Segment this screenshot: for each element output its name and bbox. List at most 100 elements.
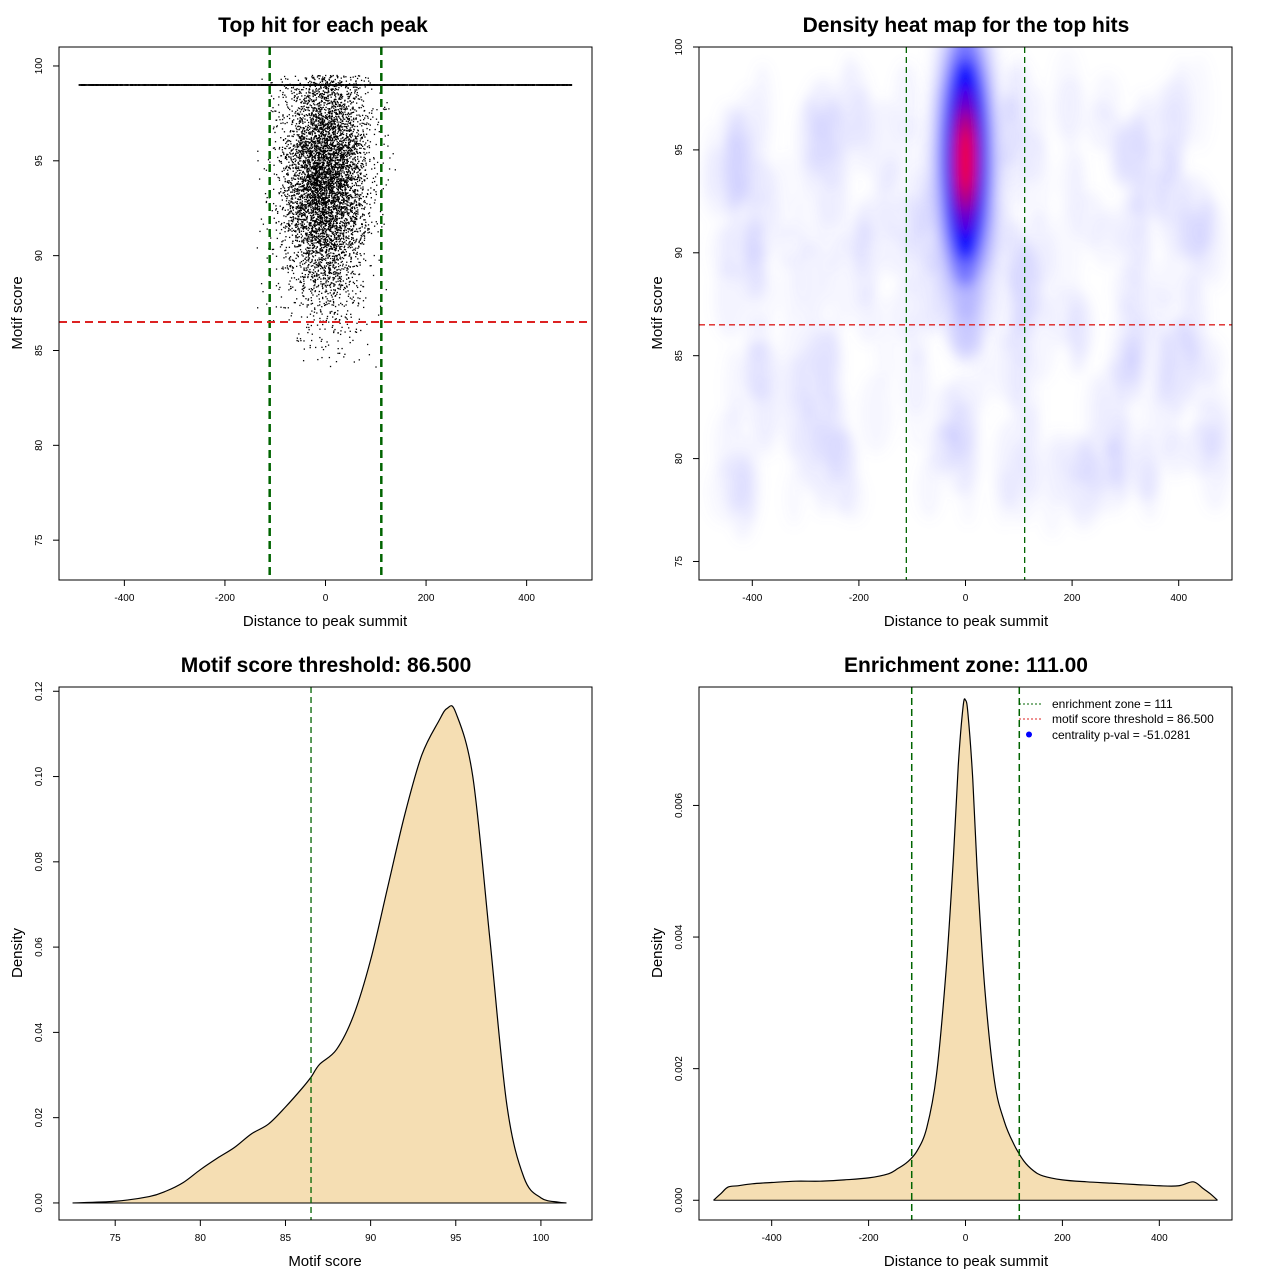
scatter-point xyxy=(309,186,311,189)
scatter-point xyxy=(358,114,360,116)
scatter-point xyxy=(324,272,326,274)
scatter-point xyxy=(336,77,339,79)
scatter-point xyxy=(270,237,272,239)
scatter-point xyxy=(361,192,363,194)
scatter-point xyxy=(335,156,338,159)
scatter-point xyxy=(317,200,319,202)
scatter-point xyxy=(314,230,316,232)
scatter-point xyxy=(358,202,360,204)
scatter-point xyxy=(343,183,345,185)
scatter-point xyxy=(331,131,334,134)
scatter-point xyxy=(337,167,340,169)
scatter-point xyxy=(308,270,310,273)
scatter-point xyxy=(367,117,369,119)
scatter-point xyxy=(303,295,305,298)
scatter-point xyxy=(361,235,363,237)
scatter-point xyxy=(281,149,284,151)
scatter-point xyxy=(309,178,311,180)
scatter-point xyxy=(330,163,332,165)
scatter-point xyxy=(331,142,334,144)
scatter-point xyxy=(320,280,322,283)
scatter-point xyxy=(332,74,334,77)
scatter-point xyxy=(337,171,339,173)
scatter-point xyxy=(283,75,286,78)
scatter-point xyxy=(319,86,322,88)
scatter-point xyxy=(348,138,350,140)
scatter-point xyxy=(354,176,357,178)
scatter-point xyxy=(322,287,324,290)
scatter-point xyxy=(311,114,313,116)
scatter-point xyxy=(362,105,365,108)
scatter-point xyxy=(336,212,339,214)
scatter-point xyxy=(338,182,340,185)
scatter-point xyxy=(337,235,340,237)
scatter-point xyxy=(365,173,368,176)
scatter-point xyxy=(337,167,339,169)
scatter-point xyxy=(318,75,320,77)
scatter-point xyxy=(335,157,337,160)
scatter-point xyxy=(333,177,335,179)
scatter-point xyxy=(293,252,296,254)
scatter-point xyxy=(323,277,325,279)
scatter-point xyxy=(315,116,317,119)
scatter-point xyxy=(298,134,300,136)
scatter-point xyxy=(346,267,348,269)
scatter-point xyxy=(332,80,335,82)
scatter-point xyxy=(288,167,290,169)
scatter-point xyxy=(324,114,327,117)
scatter-point xyxy=(314,237,316,240)
scatter-point xyxy=(311,200,313,202)
scatter-point xyxy=(361,136,364,138)
scatter-point xyxy=(298,186,300,188)
scatter-point xyxy=(344,241,346,243)
scatter-point xyxy=(350,129,352,132)
scatter-point xyxy=(318,184,320,186)
scatter-point xyxy=(323,86,325,89)
scatter-point xyxy=(363,122,365,125)
scatter-point xyxy=(323,142,325,144)
scatter-point xyxy=(318,114,320,117)
scatter-point xyxy=(294,224,296,227)
scatter-point xyxy=(318,238,320,241)
scatter-point xyxy=(318,146,320,148)
scatter-point xyxy=(345,174,347,177)
scatter-point xyxy=(312,176,315,178)
scatter-point xyxy=(326,243,329,245)
scatter-point xyxy=(336,154,339,156)
scatter-point xyxy=(338,276,340,278)
scatter-point xyxy=(326,144,329,146)
scatter-point xyxy=(324,274,326,276)
scatter-point xyxy=(304,142,306,145)
scatter-point xyxy=(341,166,343,168)
scatter-point xyxy=(325,217,328,219)
scatter-point xyxy=(327,262,330,264)
scatter-point xyxy=(305,160,307,162)
scatter-point xyxy=(290,156,292,158)
scatter-point xyxy=(312,175,314,177)
scatter-point xyxy=(359,123,361,125)
scatter-point xyxy=(320,124,322,126)
scatter-point xyxy=(329,176,331,178)
scatter-point xyxy=(308,176,311,178)
scatter-point xyxy=(319,301,321,303)
scatter-point xyxy=(294,112,296,114)
scatter-point xyxy=(320,112,323,115)
scatter-point xyxy=(300,131,303,133)
scatter-point xyxy=(319,233,321,235)
scatter-point xyxy=(344,249,347,251)
scatter-point xyxy=(334,248,337,251)
scatter-point xyxy=(340,77,342,79)
scatter-point xyxy=(291,92,293,95)
scatter-point xyxy=(303,161,306,163)
scatter-point xyxy=(319,248,321,251)
scatter-point xyxy=(324,205,327,207)
scatter-point xyxy=(349,209,352,212)
scatter-point xyxy=(332,265,334,267)
scatter-point xyxy=(292,202,294,204)
scatter-point xyxy=(331,138,334,141)
scatter-point xyxy=(332,239,334,242)
scatter-point xyxy=(331,262,334,264)
scatter-point xyxy=(292,135,294,138)
scatter-point xyxy=(348,152,350,154)
scatter-point xyxy=(311,310,313,312)
